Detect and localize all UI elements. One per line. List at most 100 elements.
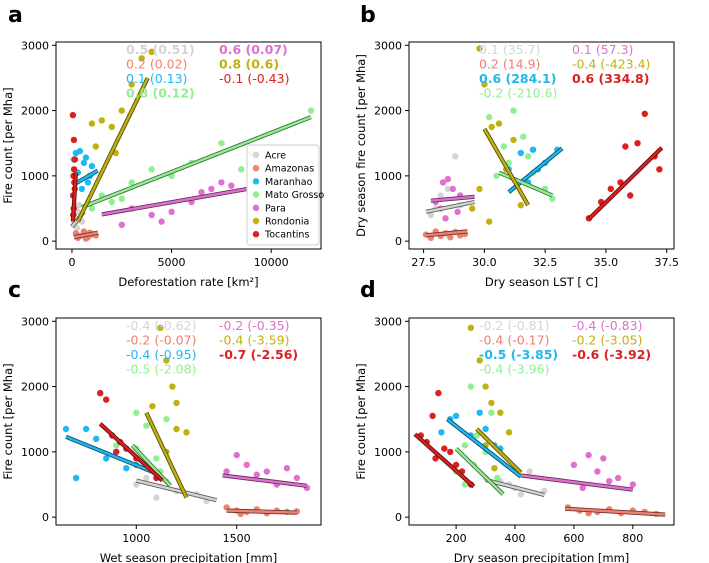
plot-area <box>422 45 664 242</box>
axes-frame <box>55 317 322 526</box>
data-point-para <box>228 182 235 189</box>
data-point-tocantins <box>113 448 120 456</box>
annotation-mato-grosso: -0.5 (-2.08) <box>126 362 196 377</box>
data-point-para <box>579 484 586 491</box>
data-point-maranhao <box>78 185 86 193</box>
panel-b: b 27.5 30.0 32.5 35.0 37.5 0 1000 2000 3000 Dry se… <box>354 3 679 289</box>
legend-box <box>246 144 320 246</box>
data-point-maranhao <box>82 154 90 161</box>
data-point-tocantins <box>656 166 663 173</box>
annotation-acre: -0.2 (-0.81) <box>479 318 549 333</box>
data-point-mato-grosso <box>510 107 517 114</box>
data-point-rondonia <box>149 403 156 410</box>
legend-entry-maranhao: Maranhao <box>265 177 313 188</box>
fit-line-acre <box>425 200 475 213</box>
fit-line-tocantins <box>71 172 78 222</box>
annotation-tocantins: -0.6 (-3.92) <box>572 347 651 362</box>
data-point-rondonia <box>497 409 504 416</box>
data-point-para <box>449 185 456 193</box>
data-point-mato-grosso <box>520 133 527 140</box>
data-point-mato-grosso <box>461 442 469 449</box>
data-point-rondonia <box>88 120 96 127</box>
data-point-para <box>585 451 592 459</box>
annotation-para: -0.2 (-0.35) <box>219 318 289 333</box>
data-point-rondonia <box>108 123 116 131</box>
data-point-rondonia <box>491 465 498 472</box>
legend-entry-tocantins: Tocantins <box>264 230 309 241</box>
data-point-tocantins <box>452 461 460 469</box>
panel-letter: d <box>360 278 376 303</box>
data-point-maranhao <box>76 147 84 155</box>
data-point-para <box>223 468 230 475</box>
data-point-mato-grosso <box>148 166 155 173</box>
data-point-tocantins <box>103 396 110 403</box>
data-point-rondonia <box>505 429 513 436</box>
data-point-rondonia <box>476 45 483 52</box>
y-tick-label: 3000 <box>21 39 49 52</box>
data-point-rondonia <box>476 185 483 193</box>
fit-line-tocantins <box>99 422 164 482</box>
data-point-maranhao <box>123 465 130 472</box>
annotation-acre: 0.5 (0.51) <box>126 42 195 57</box>
data-point-tocantins <box>622 143 629 150</box>
y-axis-label: Fire count [per Mha] <box>354 363 368 479</box>
data-point-acre <box>444 185 452 193</box>
data-point-maranhao <box>438 429 445 436</box>
x-tick-label: 5000 <box>158 256 186 269</box>
data-point-para <box>614 474 622 482</box>
data-point-para <box>439 179 447 186</box>
annotation-rondonia: -0.2 (-3.05) <box>572 333 642 348</box>
legend-marker-rondonia <box>252 217 260 225</box>
data-point-mato-grosso <box>467 383 474 390</box>
data-point-para <box>158 218 165 225</box>
annotation-rondonia: -0.4 (-423.4) <box>572 57 650 72</box>
data-point-maranhao <box>84 179 92 186</box>
y-tick-label: 2000 <box>374 381 402 394</box>
data-point-maranhao <box>529 146 537 153</box>
data-point-acre <box>143 474 150 482</box>
x-tick-label: 37.5 <box>654 256 679 269</box>
data-point-rondonia <box>486 218 493 225</box>
fit-line-maranhao <box>73 169 99 186</box>
x-tick-label: 32.5 <box>533 256 558 269</box>
data-point-maranhao <box>72 474 80 482</box>
legend-marker-acre <box>252 151 260 159</box>
panel-letter: c <box>8 278 21 303</box>
data-point-rondonia <box>488 399 495 407</box>
data-point-mato-grosso <box>493 172 500 180</box>
data-point-mato-grosso <box>238 166 245 173</box>
data-point-para <box>444 175 452 183</box>
data-point-para <box>293 474 301 482</box>
legend-marker-maranhao <box>252 178 260 185</box>
data-point-acre <box>75 202 83 209</box>
x-tick-label: 35.0 <box>594 256 619 269</box>
fit-line-maranhao <box>446 418 522 478</box>
fit-line-mato-grosso <box>131 444 172 487</box>
data-point-amazonas <box>447 234 454 241</box>
x-tick-label: 10000 <box>254 256 289 269</box>
fit-line-amazonas <box>73 231 99 239</box>
data-point-rondonia <box>92 143 100 150</box>
data-point-acre <box>526 468 533 475</box>
annotation-maranhao: -0.4 (-0.95) <box>126 347 196 362</box>
y-tick-label: 2000 <box>374 105 402 118</box>
x-tick-label: 400 <box>505 532 526 545</box>
data-point-tocantins <box>97 389 104 397</box>
data-point-mato-grosso <box>494 474 501 482</box>
data-point-rondonia <box>148 48 155 55</box>
data-point-rondonia <box>517 202 524 209</box>
y-tick-label: 1000 <box>21 446 49 459</box>
x-axis-label: Deforestation rate [km²] <box>118 275 258 289</box>
annotation-mato-grosso: -0.2 (-210.6) <box>479 86 557 101</box>
data-point-maranhao <box>62 425 70 433</box>
axes-frame <box>408 41 675 250</box>
fit-line-amazonas <box>565 507 666 516</box>
data-point-rondonia <box>138 55 145 62</box>
fit-line-mato-grosso <box>455 447 505 496</box>
data-point-maranhao <box>88 162 96 170</box>
plot-area <box>69 48 315 242</box>
data-point-rondonia <box>173 399 180 407</box>
data-point-acre <box>73 224 81 232</box>
data-point-mato-grosso <box>143 422 150 429</box>
